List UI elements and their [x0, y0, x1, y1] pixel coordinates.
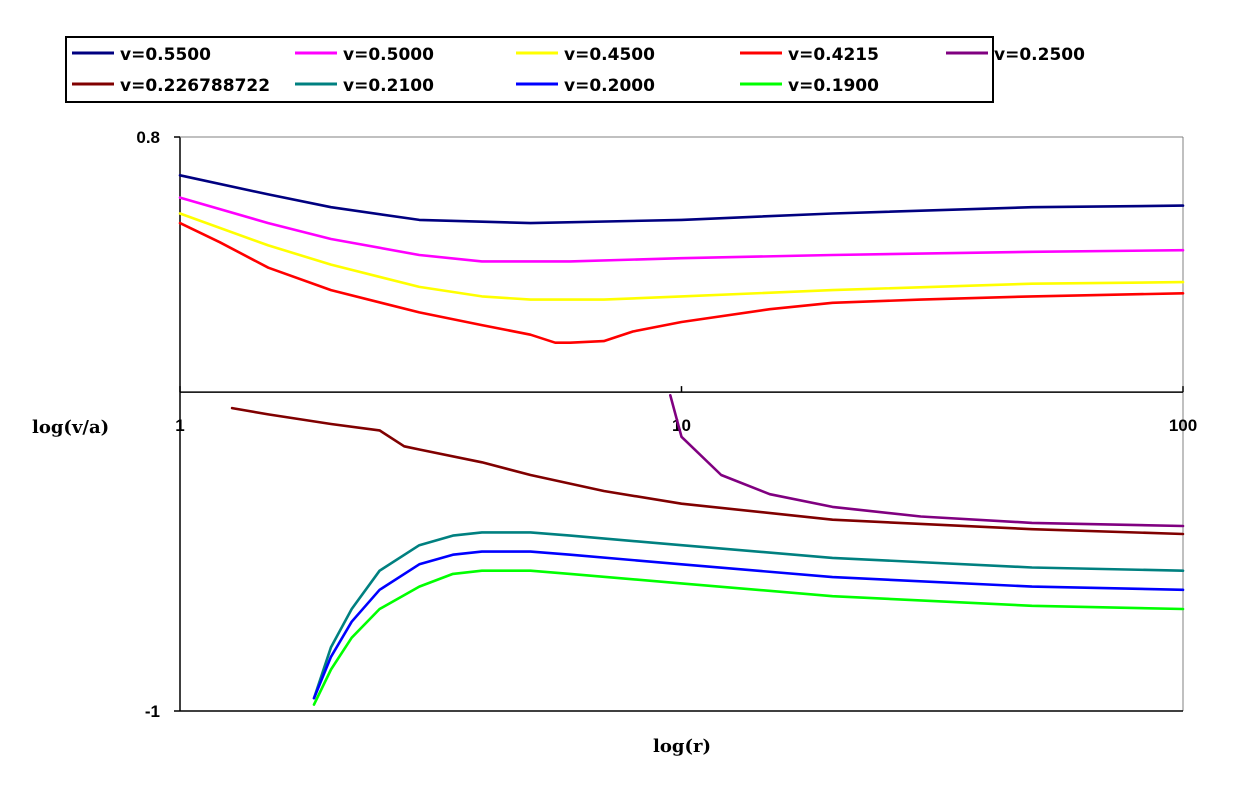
x-axis-label: log(r) [653, 736, 711, 757]
series-line-6 [230, 406, 1185, 536]
legend-label: v=0.5500 [120, 45, 211, 65]
legend-box [65, 36, 994, 103]
series-line-4 [178, 221, 1185, 345]
y-tick-label: -1 [145, 702, 160, 721]
series-line-5 [668, 393, 1185, 528]
series-lines [178, 174, 1185, 706]
y-tick-label: 0.8 [136, 128, 160, 147]
legend-label: v=0.1900 [788, 76, 879, 96]
legend-label: v=0.2100 [343, 76, 434, 96]
y-axis-label: log(v/a) [32, 417, 109, 438]
legend-label: v=0.2500 [994, 45, 1085, 65]
series-line-1 [178, 174, 1185, 225]
legend: v=0.5500 v=0.5000 v=0.4500 v=0.4215 v=0.2500… [65, 36, 1085, 103]
series-line-9 [312, 569, 1185, 706]
legend-label: v=0.2000 [564, 76, 655, 96]
x-tick-label: 1 [175, 416, 184, 435]
x-tick-label: 100 [1169, 416, 1197, 435]
legend-label: v=0.4500 [564, 45, 655, 65]
x-ticks: 1 10 100 [175, 386, 1197, 435]
legend-items: v=0.5500 v=0.5000 v=0.4500 v=0.4215 v=0.2500… [72, 45, 1085, 96]
plot-area: 1 10 100 0.8 -1 [136, 128, 1197, 721]
y-ticks: 0.8 -1 [136, 128, 180, 721]
series-line-8 [312, 550, 1185, 700]
series-line-7 [312, 531, 1185, 700]
legend-label: v=0.4215 [788, 45, 879, 65]
series-line-2 [178, 196, 1185, 263]
legend-label: v=0.226788722 [120, 76, 270, 96]
legend-label: v=0.5000 [343, 45, 434, 65]
series-line-3 [178, 212, 1185, 301]
